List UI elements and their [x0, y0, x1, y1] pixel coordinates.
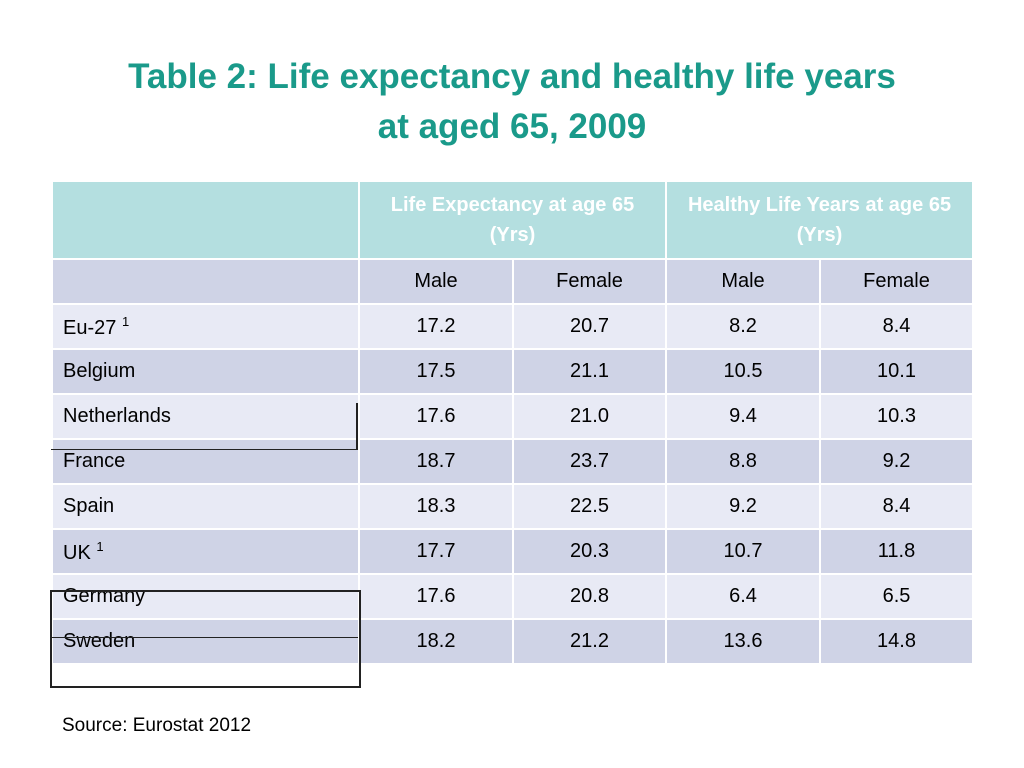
value-cell-le-female: 23.7: [511, 438, 668, 485]
page-title: Table 2: Life expectancy and healthy lif…: [40, 52, 984, 152]
country-cell: Belgium: [51, 348, 360, 395]
value-cell-hly-male: 8.2: [665, 303, 822, 350]
header-healthy-life-years: Healthy Life Years at age 65 (Yrs): [665, 180, 975, 260]
value-cell-hly-female: 9.2: [819, 438, 975, 485]
country-cell: Sweden: [51, 618, 360, 665]
value-cell-le-female: 21.0: [511, 393, 668, 440]
value-cell-le-female: 21.1: [511, 348, 668, 395]
value-cell-hly-female: 10.1: [819, 348, 975, 395]
value-cell-hly-female: 6.5: [819, 573, 975, 620]
country-name: Sweden: [63, 630, 136, 652]
header-corner-cell: [51, 180, 360, 260]
subheader-blank-cell: [51, 258, 360, 305]
country-name: Eu-27: [63, 316, 117, 339]
value-cell-hly-female: 8.4: [819, 483, 975, 530]
value-cell-hly-female: 14.8: [819, 618, 975, 665]
source-note: Source: Eurostat 2012: [62, 715, 252, 736]
footnote-marker: 1: [96, 538, 104, 554]
table-header-row: Life Expectancy at age 65 (Yrs) Healthy …: [51, 180, 975, 260]
country-name: France: [63, 450, 126, 472]
footnote-marker: 1: [121, 313, 130, 329]
country-cell: Germany: [51, 573, 360, 620]
table-body: Eu-27 1 17.2 20.7 8.2 8.4 Belgium 17.5 21.1 10.5…: [51, 303, 975, 665]
value-cell-hly-female: 10.3: [819, 393, 975, 440]
country-name: Spain: [63, 495, 115, 517]
table-row: Spain 18.3 22.5 9.2 8.4: [51, 483, 975, 530]
table-row: Sweden 18.2 21.2 13.6 14.8: [51, 618, 975, 665]
value-cell-hly-male: 13.6: [665, 618, 822, 665]
subheader-le-female: Female: [511, 258, 668, 305]
country-cell: France: [51, 438, 360, 485]
value-cell-le-female: 20.7: [511, 303, 668, 350]
table-row: Eu-27 1 17.2 20.7 8.2 8.4: [51, 303, 975, 350]
header-life-expectancy: Life Expectancy at age 65 (Yrs): [357, 180, 668, 260]
value-cell-le-male: 17.6: [358, 393, 514, 440]
value-cell-le-male: 18.2: [358, 618, 514, 665]
country-cell: Netherlands: [51, 393, 360, 440]
value-cell-le-male: 18.7: [358, 438, 514, 485]
value-cell-hly-male: 10.5: [665, 348, 822, 395]
subheader-hly-female: Female: [819, 258, 975, 305]
country-name: Netherlands: [63, 405, 171, 427]
value-cell-le-female: 22.5: [511, 483, 668, 530]
country-name: Germany: [63, 585, 146, 607]
table-row: France 18.7 23.7 8.8 9.2: [51, 438, 975, 485]
value-cell-le-female: 21.2: [511, 618, 668, 665]
table-row: Belgium 17.5 21.1 10.5 10.1: [51, 348, 975, 395]
country-cell: UK 1: [51, 528, 360, 575]
table-subheader-row: Male Female Male Female: [51, 258, 975, 305]
value-cell-le-male: 17.6: [358, 573, 514, 620]
subheader-hly-male: Male: [665, 258, 822, 305]
subheader-le-male: Male: [358, 258, 514, 305]
value-cell-hly-male: 6.4: [665, 573, 822, 620]
value-cell-hly-male: 10.7: [665, 528, 822, 575]
country-name: Belgium: [63, 360, 136, 382]
life-expectancy-table: Life Expectancy at age 65 (Yrs) Healthy …: [51, 180, 975, 665]
value-cell-le-male: 18.3: [358, 483, 514, 530]
table-row: Netherlands 17.6 21.0 9.4 10.3: [51, 393, 975, 440]
value-cell-le-male: 17.2: [358, 303, 514, 350]
value-cell-hly-male: 9.2: [665, 483, 822, 530]
value-cell-hly-female: 8.4: [819, 303, 975, 350]
country-name: UK: [63, 541, 91, 564]
value-cell-hly-male: 9.4: [665, 393, 822, 440]
title-line-2: at aged 65, 2009: [377, 107, 647, 146]
value-cell-hly-female: 11.8: [819, 528, 975, 575]
value-cell-hly-male: 8.8: [665, 438, 822, 485]
value-cell-le-male: 17.7: [358, 528, 514, 575]
value-cell-le-female: 20.8: [511, 573, 668, 620]
table-row: Germany 17.6 20.8 6.4 6.5: [51, 573, 975, 620]
country-cell: Eu-27 1: [51, 303, 360, 350]
value-cell-le-female: 20.3: [511, 528, 668, 575]
value-cell-le-male: 17.5: [358, 348, 514, 395]
country-cell: Spain: [51, 483, 360, 530]
title-line-1: Table 2: Life expectancy and healthy lif…: [128, 57, 896, 96]
table-row: UK 1 17.7 20.3 10.7 11.8: [51, 528, 975, 575]
